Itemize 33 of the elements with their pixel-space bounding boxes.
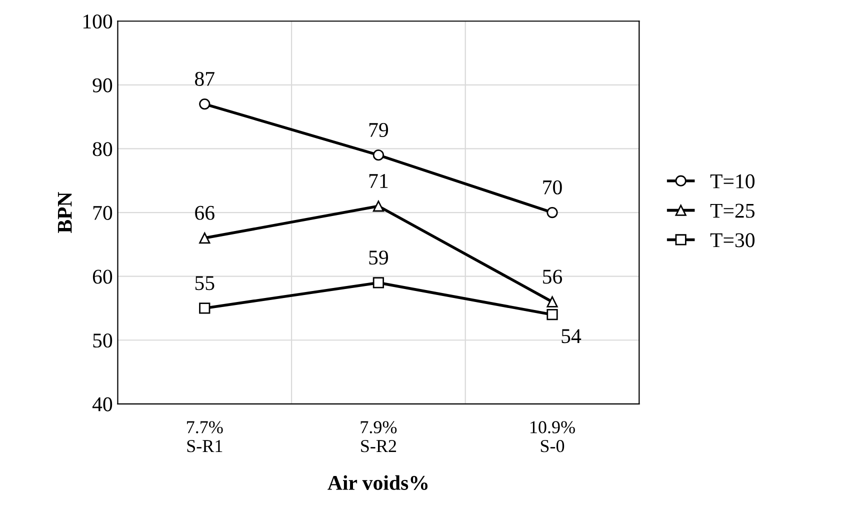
y-tick-label: 50 — [93, 333, 112, 348]
y-tick-label: 100 — [83, 14, 112, 29]
y-tick-label: 80 — [92, 142, 112, 156]
legend-label: T=10 — [710, 174, 755, 188]
point — [546, 206, 558, 218]
point — [372, 277, 384, 288]
data-label: 70 — [543, 180, 562, 194]
data-label: 71 — [369, 174, 388, 188]
y-axis-title: BPN — [58, 192, 72, 234]
y-tick-label: 90 — [92, 78, 112, 92]
y-tick-label: 60 — [92, 270, 112, 284]
x-tick-label: 7.9% S-R2 — [360, 421, 397, 452]
data-label: 87 — [195, 72, 214, 86]
point — [546, 296, 558, 308]
data-label: 59 — [369, 250, 388, 265]
data-label: 56 — [543, 270, 562, 284]
point — [199, 232, 210, 244]
x-tick-label: 10.9% S-0 — [530, 421, 575, 452]
point — [199, 302, 210, 314]
legend-label: T=25 — [710, 204, 754, 218]
point — [372, 150, 384, 161]
x-axis-title: Air voids% — [328, 475, 428, 490]
y-tick-label: 70 — [93, 206, 112, 220]
data-label: 54 — [562, 329, 582, 344]
point — [199, 98, 210, 110]
point — [372, 200, 384, 212]
data-label: 66 — [195, 206, 214, 220]
data-label: 79 — [369, 122, 388, 137]
data-label: 55 — [195, 276, 214, 290]
y-tick-label: 40 — [92, 397, 112, 412]
legend-label: T=30 — [710, 233, 755, 248]
x-tick-label: 7.7% S-R1 — [187, 421, 223, 452]
point — [546, 309, 558, 320]
